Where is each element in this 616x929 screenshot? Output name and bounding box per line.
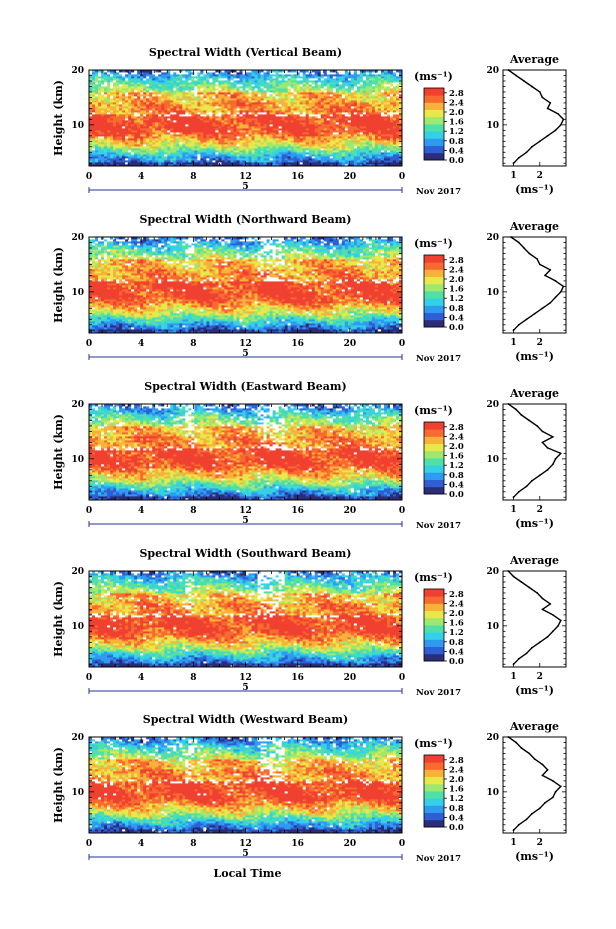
panel-1: Spectral Width (Vertical Beam) Height (km… (52, 46, 566, 197)
heatmap-cells (89, 70, 402, 166)
panel-title: Spectral Width (Vertical Beam) (149, 46, 342, 59)
figure: Spectral Width (Vertical Beam) Height (km… (0, 0, 616, 929)
y-axis-label: Height (km) (52, 80, 65, 156)
